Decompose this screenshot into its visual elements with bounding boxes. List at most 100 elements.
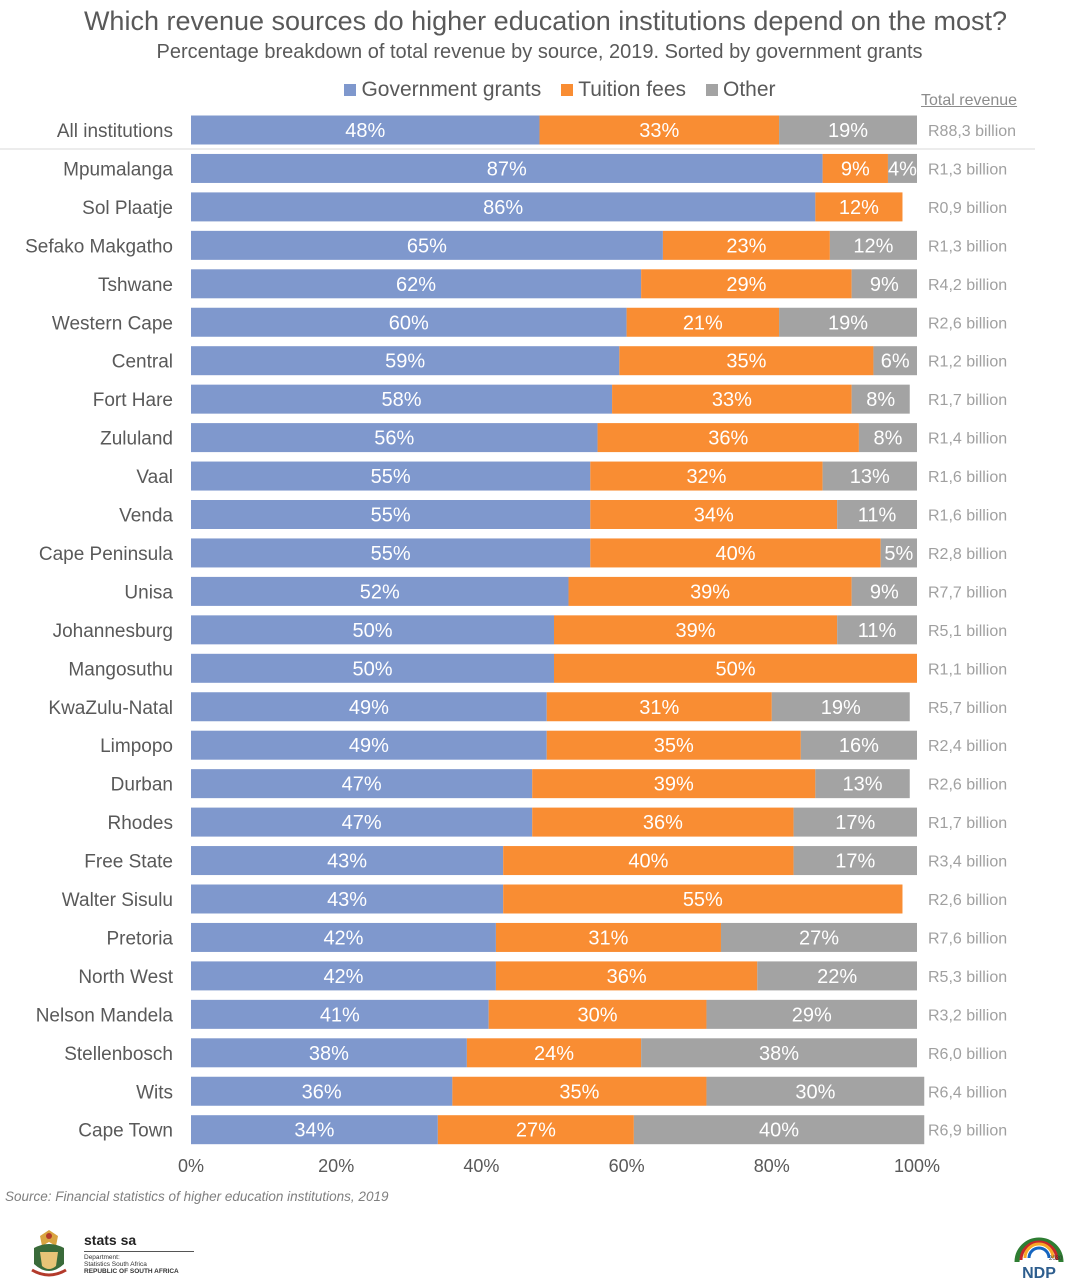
source-note: Source: Financial statistics of higher e… <box>5 1189 389 1204</box>
total-revenue-unisa: R7,7 billion <box>928 584 1007 601</box>
data-label-tuition-fees-zululand: 36% <box>708 428 748 450</box>
data-label-other-wits: 30% <box>795 1081 835 1103</box>
data-label-other-fort-hare: 8% <box>866 389 895 411</box>
bar-government-grants-sol-plaatje <box>191 192 816 222</box>
total-revenue-north-west: R5,3 billion <box>928 969 1007 986</box>
data-label-government-grants-mangosuthu: 50% <box>352 658 392 680</box>
total-revenue-durban: R2,6 billion <box>928 777 1007 794</box>
category-label-north-west: North West <box>78 967 173 988</box>
data-label-tuition-fees-vaal: 32% <box>686 466 726 488</box>
footer: stats sa Department: Statistics South Af… <box>0 1212 1091 1280</box>
total-revenue-sol-plaatje: R0,9 billion <box>928 200 1007 217</box>
data-label-other-stellenbosch: 38% <box>759 1043 799 1065</box>
legend-swatch-tuition-fees <box>561 84 574 96</box>
data-label-other-vaal: 13% <box>850 466 890 488</box>
total-revenue-cape-town: R6,9 billion <box>928 1123 1007 1140</box>
data-label-tuition-fees-fort-hare: 33% <box>712 389 752 411</box>
bar-government-grants-all-institutions <box>191 115 540 145</box>
data-label-other-durban: 13% <box>843 774 883 796</box>
bar-other-central <box>873 346 917 376</box>
bar-tuition-fees-kwazulu-natal <box>546 692 772 722</box>
bar-other-sefako-makgatho <box>829 230 917 260</box>
bar-government-grants-stellenbosch <box>191 1038 467 1068</box>
bar-tuition-fees-rhodes <box>532 807 794 837</box>
bar-tuition-fees-all-institutions <box>539 115 780 145</box>
data-label-other-limpopo: 16% <box>839 735 879 757</box>
data-label-other-cape-peninsula: 5% <box>884 543 913 565</box>
data-label-tuition-fees-all-institutions: 33% <box>639 120 679 142</box>
data-label-tuition-fees-pretoria: 31% <box>588 927 628 949</box>
data-label-tuition-fees-kwazulu-natal: 31% <box>639 697 679 719</box>
bar-government-grants-kwazulu-natal <box>191 692 547 722</box>
bar-other-durban <box>815 769 910 799</box>
category-label-tshwane: Tshwane <box>98 275 173 296</box>
x-tick-label: 100% <box>894 1156 940 1176</box>
x-tick-label: 80% <box>754 1156 790 1176</box>
bar-other-tshwane <box>851 269 917 299</box>
bar-tuition-fees-western-cape <box>626 307 780 337</box>
category-label-walter-sisulu: Walter Sisulu <box>62 890 173 911</box>
data-label-other-zululand: 8% <box>874 428 903 450</box>
chart-title: Which revenue sources do higher educatio… <box>83 6 1008 36</box>
data-label-tuition-fees-north-west: 36% <box>607 966 647 988</box>
bar-other-pretoria <box>720 922 917 952</box>
bar-tuition-fees-unisa <box>568 576 852 606</box>
data-label-tuition-fees-sol-plaatje: 12% <box>839 197 879 219</box>
category-label-venda: Venda <box>119 506 173 527</box>
org-name: stats sa <box>84 1232 137 1248</box>
data-label-tuition-fees-rhodes: 36% <box>643 812 683 834</box>
total-revenue-kwazulu-natal: R5,7 billion <box>928 700 1007 717</box>
bar-tuition-fees-cape-town <box>437 1115 634 1145</box>
bar-tuition-fees-cape-peninsula <box>590 538 881 568</box>
bar-other-nelson-mandela <box>706 999 917 1029</box>
bar-other-cape-town <box>633 1115 925 1145</box>
data-label-government-grants-sefako-makgatho: 65% <box>407 235 447 257</box>
category-label-central: Central <box>112 352 173 373</box>
x-tick-label: 60% <box>609 1156 645 1176</box>
total-revenue-venda: R1,6 billion <box>928 508 1007 525</box>
total-revenue-walter-sisulu: R2,6 billion <box>928 892 1007 909</box>
bar-government-grants-venda <box>191 500 591 529</box>
data-label-tuition-fees-western-cape: 21% <box>683 312 723 334</box>
category-label-kwazulu-natal: KwaZulu-Natal <box>48 698 173 719</box>
data-label-government-grants-north-west: 42% <box>323 966 363 988</box>
category-label-pretoria: Pretoria <box>106 928 173 949</box>
bar-tuition-fees-durban <box>532 769 816 799</box>
bar-government-grants-north-west <box>191 961 496 991</box>
total-revenue-central: R1,2 billion <box>928 354 1007 371</box>
data-label-government-grants-nelson-mandela: 41% <box>320 1004 360 1026</box>
data-label-government-grants-tshwane: 62% <box>396 274 436 296</box>
data-label-tuition-fees-johannesburg: 39% <box>676 620 716 642</box>
data-label-tuition-fees-stellenbosch: 24% <box>534 1043 574 1065</box>
category-label-cape-peninsula: Cape Peninsula <box>39 544 174 565</box>
data-label-tuition-fees-mangosuthu: 50% <box>715 658 755 680</box>
bar-other-stellenbosch <box>641 1038 917 1068</box>
category-label-sefako-makgatho: Sefako Makgatho <box>25 236 173 257</box>
bar-government-grants-wits <box>191 1076 453 1106</box>
data-label-tuition-fees-nelson-mandela: 30% <box>578 1004 618 1026</box>
total-revenue-vaal: R1,6 billion <box>928 469 1007 486</box>
data-label-government-grants-fort-hare: 58% <box>382 389 422 411</box>
total-revenue-sefako-makgatho: R1,3 billion <box>928 238 1007 255</box>
data-label-tuition-fees-durban: 39% <box>654 774 694 796</box>
bar-government-grants-durban <box>191 769 533 799</box>
bar-government-grants-western-cape <box>191 307 627 337</box>
total-revenue-zululand: R1,4 billion <box>928 431 1007 448</box>
data-label-government-grants-central: 59% <box>385 351 425 373</box>
ndp-logo-icon: 2030 NDP <box>1014 1237 1064 1280</box>
bar-other-rhodes <box>793 807 917 837</box>
category-label-wits: Wits <box>136 1082 173 1103</box>
bar-government-grants-free-state <box>191 846 504 876</box>
data-label-government-grants-johannesburg: 50% <box>352 620 392 642</box>
bar-tuition-fees-sol-plaatje <box>815 192 903 222</box>
category-label-limpopo: Limpopo <box>100 736 173 757</box>
bar-tuition-fees-mangosuthu <box>554 653 917 683</box>
data-label-government-grants-limpopo: 49% <box>349 735 389 757</box>
bar-government-grants-vaal <box>191 461 591 491</box>
data-label-other-kwazulu-natal: 19% <box>821 697 861 719</box>
bar-other-limpopo <box>800 730 917 760</box>
bar-tuition-fees-venda <box>590 500 838 529</box>
data-label-government-grants-cape-peninsula: 55% <box>371 543 411 565</box>
data-label-government-grants-zululand: 56% <box>374 428 414 450</box>
data-label-government-grants-pretoria: 42% <box>323 927 363 949</box>
